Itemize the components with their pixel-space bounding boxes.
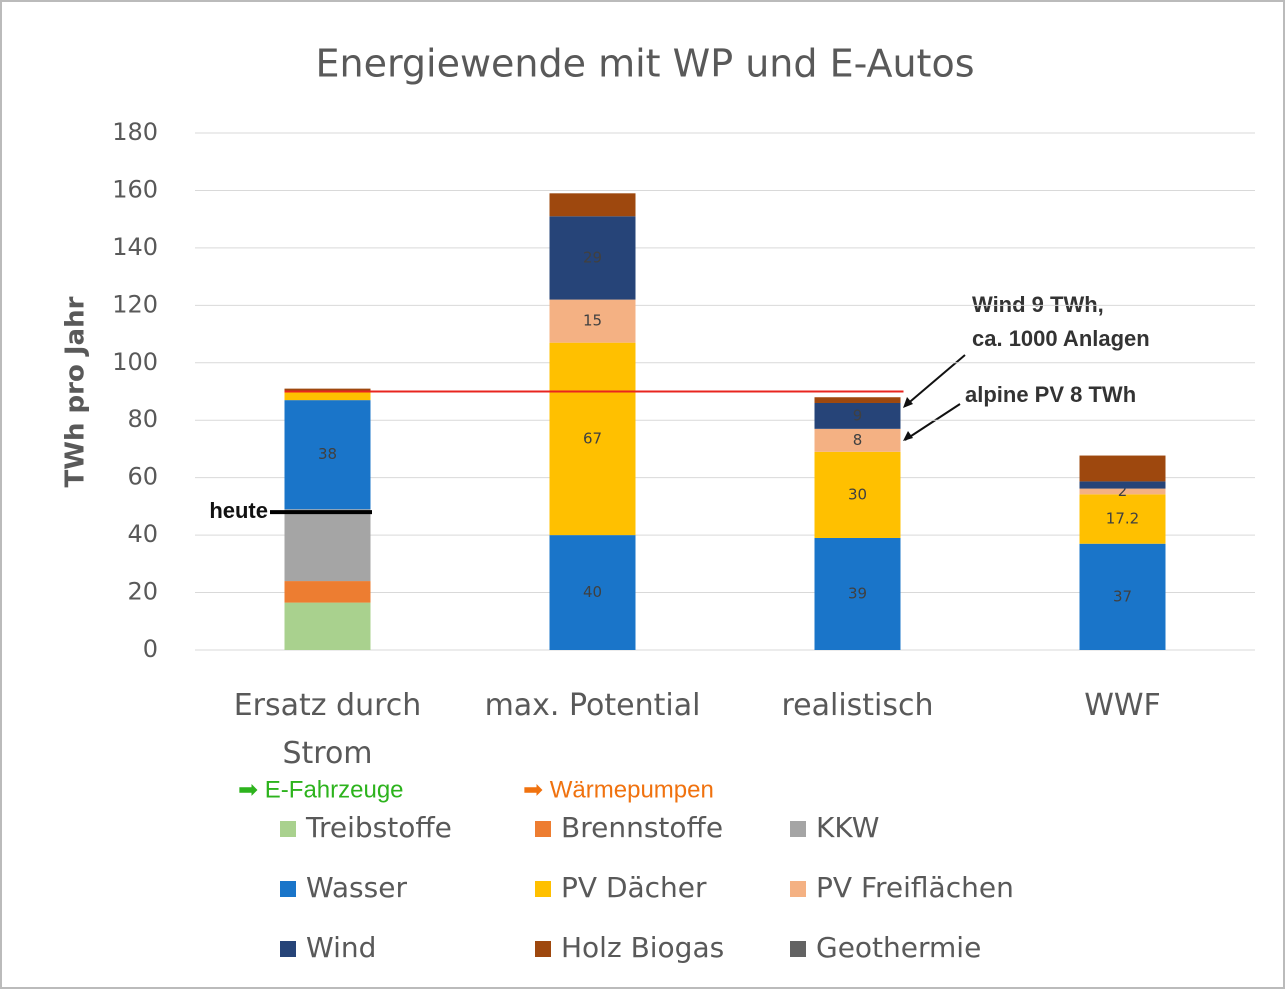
arrow-head — [903, 397, 913, 408]
bar-segment — [814, 397, 901, 403]
bar-segment — [284, 388, 371, 392]
legend-swatch — [280, 881, 296, 897]
bar-segment — [284, 581, 371, 603]
bar-segment — [549, 193, 636, 217]
legend-note: ➡ Wärmepumpen — [523, 776, 714, 803]
legend-swatch — [280, 821, 296, 837]
y-tick-label: 40 — [127, 520, 158, 548]
legend-label: Holz Biogas — [561, 931, 724, 964]
bar-segment — [1079, 543, 1166, 650]
y-tick-label: 60 — [127, 463, 158, 491]
annotation: ca. 1000 Anlagen — [972, 326, 1150, 351]
bar-segment — [814, 402, 901, 429]
annotation: Wind 9 TWh, — [972, 292, 1104, 317]
y-tick-label: 160 — [112, 175, 158, 203]
bar-segment — [1079, 481, 1166, 489]
bar-segment — [284, 509, 371, 582]
data-label: 8 — [853, 431, 863, 449]
arrow-head — [903, 431, 913, 441]
legend-label: Wind — [306, 931, 376, 964]
bar-segment — [549, 342, 636, 536]
data-label: 37 — [1113, 587, 1132, 605]
data-label: 17.2 — [1106, 510, 1139, 528]
chart-title: Energiewende mit WP und E-Autos — [315, 42, 974, 86]
x-tick-label: realistisch — [781, 688, 933, 723]
legend-swatch — [535, 821, 551, 837]
legend-label: Treibstoffe — [305, 811, 452, 844]
data-label: 15 — [583, 312, 602, 330]
y-axis-label: TWh pro Jahr — [61, 296, 91, 487]
y-tick-label: 20 — [127, 578, 158, 606]
bar-segment — [814, 537, 901, 650]
bar-segment — [284, 391, 371, 401]
annotations: Wind 9 TWh, ca. 1000 Anlagen alpine PV 8… — [903, 292, 1150, 441]
data-label: 40 — [583, 583, 602, 601]
legend-swatch — [790, 881, 806, 897]
y-tick-label: 100 — [112, 348, 158, 376]
y-tick-label: 0 — [143, 635, 158, 663]
data-label: 39 — [848, 584, 867, 602]
legend-label: Geothermie — [816, 931, 981, 964]
bar-segment — [1079, 488, 1166, 495]
y-tick-label: 180 — [112, 118, 158, 146]
bar-segment — [814, 428, 901, 452]
bar-segment — [549, 535, 636, 650]
legend-note: ➡ E-Fahrzeuge — [238, 776, 404, 803]
legend-swatch — [535, 881, 551, 897]
data-label: 2 — [1118, 482, 1128, 500]
legend-swatch — [790, 941, 806, 957]
x-tick-label: max. Potential — [485, 688, 701, 723]
reference-label: heute — [209, 498, 268, 523]
data-label: 29 — [583, 248, 602, 266]
data-label: 67 — [583, 429, 602, 447]
legend-swatch — [280, 941, 296, 957]
legend-label: PV Freiflächen — [816, 871, 1014, 904]
data-label: 9 — [853, 406, 863, 424]
x-tick-label: Ersatz durch Strom — [234, 688, 422, 771]
data-label: 30 — [848, 485, 867, 503]
bar-segment — [549, 216, 636, 300]
y-tick-label: 80 — [127, 405, 158, 433]
arrow — [904, 403, 961, 441]
bar-segment — [284, 602, 371, 650]
bar-segment — [549, 299, 636, 343]
x-tick-label: WWF — [1084, 688, 1161, 723]
legend-label: Brennstoffe — [561, 811, 723, 844]
bar-segment — [284, 400, 371, 510]
y-tick-label: 120 — [112, 290, 158, 318]
legend-label: PV Dächer — [561, 871, 707, 904]
legend-swatch — [535, 941, 551, 957]
data-label: 38 — [318, 445, 337, 463]
bar-segment — [1079, 455, 1166, 482]
legend-swatch — [790, 821, 806, 837]
y-tick-label: 140 — [112, 233, 158, 261]
legend-label: Wasser — [306, 871, 407, 904]
arrow — [904, 354, 966, 407]
legend-label: KKW — [816, 811, 879, 844]
bar-segment — [814, 451, 901, 538]
annotation: alpine PV 8 TWh — [965, 382, 1136, 407]
bar-segment — [1079, 494, 1166, 544]
